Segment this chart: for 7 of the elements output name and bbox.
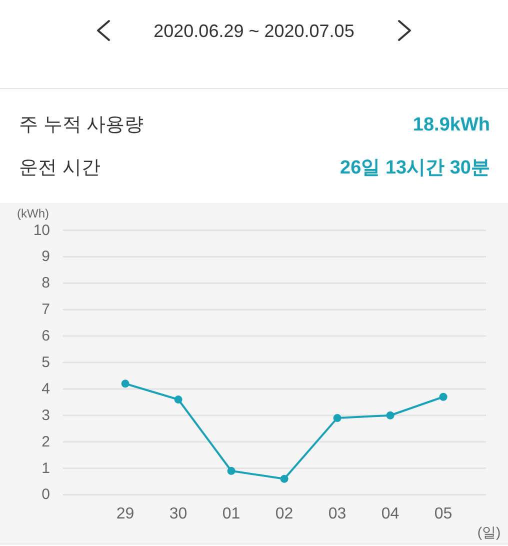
title: 2020.06.29 ~ 2020.07.05 <box>154 21 354 41</box>
xlabel: (일) <box>477 524 501 540</box>
ylabel: (kWh) <box>17 206 49 220</box>
annotation: 주 누적 사용량 <box>19 114 144 136</box>
annotation: 18.9kWh <box>412 114 490 136</box>
annotation: 26일 13시간 30분 <box>340 158 490 178</box>
annotation: 운전 시간 <box>19 158 100 178</box>
